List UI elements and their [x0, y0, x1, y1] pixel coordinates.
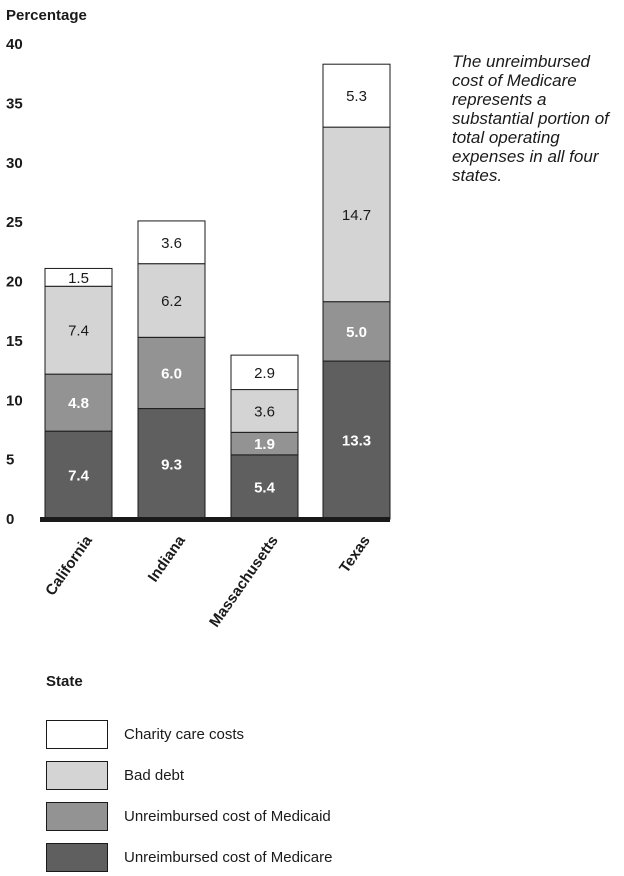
bar-segment — [44, 285, 113, 375]
x-axis-baseline — [40, 517, 390, 522]
x-axis-labels: California Indiana Massachusetts Texas — [42, 532, 374, 630]
legend-swatch — [46, 802, 108, 831]
data-label: 5.3 — [346, 88, 367, 105]
bar-segment — [137, 220, 206, 265]
y-tick-label: 10 — [6, 392, 23, 409]
legend-item: Charity care costs — [46, 720, 466, 751]
data-label: 6.0 — [161, 365, 182, 382]
chart-annotation: The unreimbursed cost of Medicare repres… — [452, 52, 609, 185]
legend-item: Unreimbursed cost of Medicare — [46, 843, 466, 874]
data-label: 7.4 — [68, 323, 89, 340]
y-tick-label: 15 — [6, 333, 23, 350]
bar-segment — [322, 301, 391, 362]
y-tick-label: 30 — [6, 155, 23, 172]
legend-swatch — [46, 761, 108, 790]
y-axis-title: Percentage — [6, 7, 87, 24]
bar-segment — [137, 336, 206, 410]
x-tick-label: Texas — [336, 533, 374, 577]
bar-segment — [44, 267, 113, 287]
bar-segment — [230, 389, 299, 433]
data-label: 14.7 — [342, 207, 371, 224]
legend-label: Bad debt — [124, 767, 185, 784]
x-tick-label: California — [42, 532, 96, 599]
y-axis-ticks: 0 5 10 15 20 25 30 35 40 — [6, 36, 23, 528]
legend-item: Unreimbursed cost of Medicaid — [46, 802, 466, 833]
legend-label: Unreimbursed cost of Medicare — [124, 849, 333, 866]
chart: Percentage 0 5 10 15 20 25 30 35 40 7.4 4.8 7.4 1.5… — [6, 7, 391, 630]
data-label: 6.2 — [161, 293, 182, 310]
data-label: 5.4 — [254, 479, 276, 496]
x-tick-label: Indiana — [145, 532, 189, 585]
bar-segment — [322, 63, 391, 128]
bar-segment — [230, 454, 299, 520]
data-label: 3.6 — [161, 235, 182, 252]
y-tick-label: 20 — [6, 274, 23, 291]
legend-swatch — [46, 720, 108, 749]
bar-segment — [322, 126, 391, 303]
data-label: 7.4 — [68, 468, 90, 485]
data-label: 5.0 — [346, 324, 367, 341]
data-label: 4.8 — [68, 395, 89, 412]
data-label: 1.9 — [254, 436, 275, 453]
legend-label: Charity care costs — [124, 726, 245, 743]
y-tick-label: 40 — [6, 36, 23, 53]
x-axis-title: State — [46, 673, 83, 690]
bar-segment — [137, 263, 206, 338]
legend-label: Unreimbursed cost of Medicaid — [124, 808, 331, 825]
y-tick-label: 35 — [6, 95, 23, 112]
data-label: 2.9 — [254, 365, 275, 382]
data-label: 9.3 — [161, 456, 182, 473]
bars: 7.4 4.8 7.4 1.5 9.3 6.0 6.2 3.6 5.4 1.9 3.6 2.9 13.3… — [44, 63, 391, 520]
y-tick-label: 25 — [6, 214, 23, 231]
y-tick-label: 5 — [6, 452, 14, 469]
legend-swatch — [46, 843, 108, 872]
x-tick-label: Massachusetts — [206, 533, 282, 631]
bar-segment — [44, 430, 113, 520]
bar-segment — [230, 354, 299, 391]
data-label: 1.5 — [68, 270, 89, 287]
bar-segment — [44, 373, 113, 432]
y-tick-label: 0 — [6, 511, 14, 528]
legend-item: Bad debt — [46, 761, 466, 792]
data-label: 3.6 — [254, 403, 275, 420]
data-label: 13.3 — [342, 433, 371, 450]
